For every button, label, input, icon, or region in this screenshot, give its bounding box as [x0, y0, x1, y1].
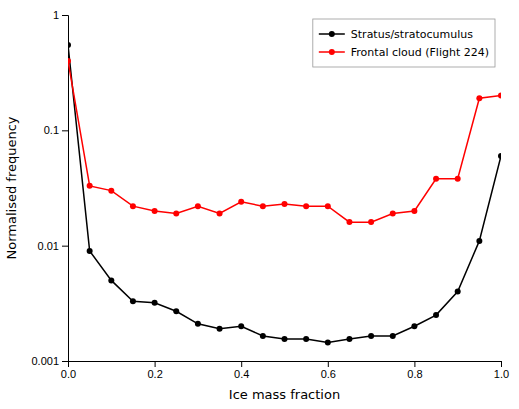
tick: 1 [53, 9, 68, 21]
legend-marker [329, 49, 335, 55]
point [368, 219, 374, 225]
point [87, 183, 93, 189]
point [476, 95, 482, 101]
tick-label: 0.01 [38, 240, 59, 252]
legend-item: Stratus/stratocumulus [319, 28, 473, 41]
tick-mark [241, 361, 242, 367]
point [173, 308, 179, 314]
point [411, 323, 417, 329]
point [368, 333, 374, 339]
point [303, 336, 309, 342]
point [346, 336, 352, 342]
tick-label: 1 [53, 9, 59, 21]
point [260, 333, 266, 339]
legend-item: Frontal cloud (Flight 224) [319, 46, 489, 59]
point [433, 176, 439, 182]
tick-label: 0.6 [321, 368, 336, 380]
point [173, 211, 179, 217]
tick-label: 1.0 [494, 368, 509, 380]
tick-mark [501, 361, 502, 367]
point [325, 339, 331, 345]
point [217, 326, 223, 332]
tick: 0.01 [38, 240, 68, 252]
tick-label: 0.4 [234, 368, 249, 380]
point [108, 188, 114, 194]
point [87, 248, 93, 254]
point [195, 321, 201, 327]
y-axis-title: Normalised frequency [4, 116, 19, 259]
tick: 0.2 [147, 361, 162, 380]
tick-mark [62, 246, 68, 247]
point [476, 238, 482, 244]
point [130, 298, 136, 304]
tick-mark [414, 361, 415, 367]
point [455, 176, 461, 182]
marks [68, 42, 501, 345]
x-axis-title: Ice mass fraction [229, 387, 340, 402]
plot: 0.0 0.2 0.4 0.6 0.8 1.0 0.001 0.01 0.1 1 Ice mass … [4, 9, 509, 402]
point [390, 211, 396, 217]
point [68, 58, 71, 64]
point [282, 336, 288, 342]
tick-label: 0.1 [44, 124, 59, 136]
point [152, 300, 158, 306]
point [303, 203, 309, 209]
legend-label: Frontal cloud (Flight 224) [351, 46, 489, 59]
point [498, 93, 501, 99]
x-axis: 0.0 0.2 0.4 0.6 0.8 1.0 [61, 361, 509, 380]
tick: 0.8 [407, 361, 422, 380]
point [195, 203, 201, 209]
point [390, 333, 396, 339]
tick-label: 0.8 [407, 368, 422, 380]
point [238, 199, 244, 205]
tick-label: 0.2 [147, 368, 162, 380]
tick-mark [62, 130, 68, 131]
tick-label: 0.001 [31, 355, 59, 367]
y-axis-line [62, 16, 69, 362]
legend: Stratus/stratocumulus Frontal cloud (Flig… [313, 19, 495, 67]
point [282, 201, 288, 207]
point [238, 323, 244, 329]
point [455, 289, 461, 295]
x-axis-line [69, 362, 502, 368]
tick-mark [155, 361, 156, 367]
tick-mark [62, 361, 68, 362]
tick-mark [62, 15, 68, 16]
point [130, 203, 136, 209]
chart: 0.0 0.2 0.4 0.6 0.8 1.0 0.001 0.01 0.1 1 Ice mass … [0, 0, 519, 409]
tick: 0.0 [61, 361, 76, 380]
point [108, 277, 114, 283]
legend-box [313, 19, 495, 67]
point [152, 208, 158, 214]
point [411, 208, 417, 214]
tick-mark [328, 361, 329, 367]
point [68, 42, 71, 48]
tick: 1.0 [494, 361, 509, 380]
point [433, 312, 439, 318]
point [260, 203, 266, 209]
series-line [68, 61, 501, 222]
tick: 0.6 [321, 361, 336, 380]
tick: 0.4 [234, 361, 249, 380]
series-line [68, 45, 501, 342]
point [325, 203, 331, 209]
tick: 0.1 [44, 124, 68, 136]
point [498, 153, 501, 159]
point [346, 219, 352, 225]
point [217, 211, 223, 217]
legend-marker [329, 31, 335, 37]
y-axis: 0.001 0.01 0.1 1 [31, 9, 68, 367]
tick: 0.001 [31, 355, 68, 367]
tick-label: 0.0 [61, 368, 76, 380]
legend-label: Stratus/stratocumulus [351, 28, 473, 41]
